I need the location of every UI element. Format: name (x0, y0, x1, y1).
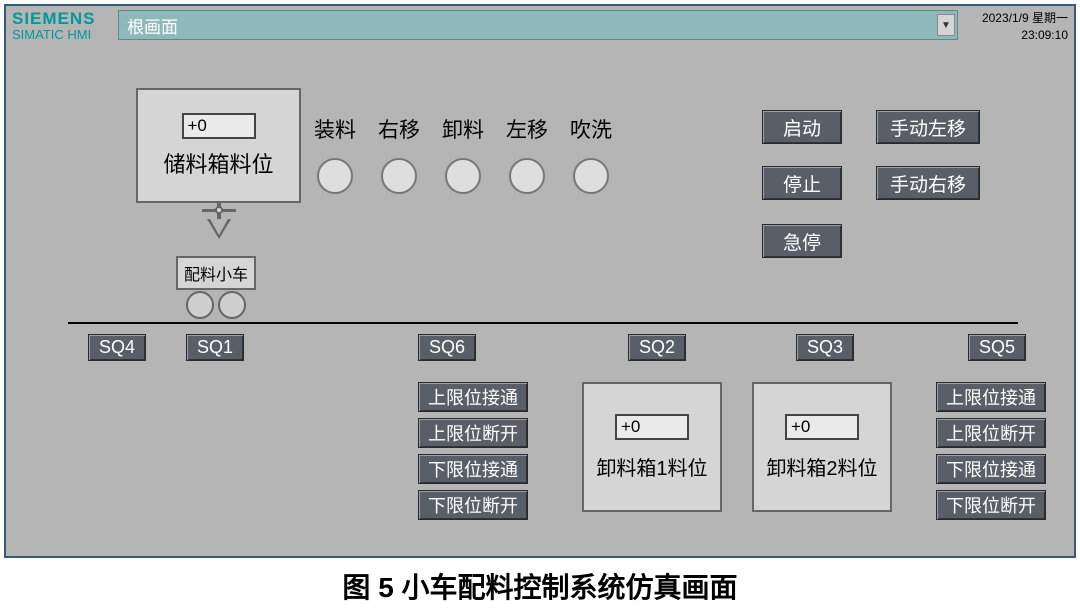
lower-on-button[interactable]: 下限位接通 (418, 454, 528, 484)
sq5-tag[interactable]: SQ5 (968, 334, 1026, 361)
estop-button[interactable]: 急停 (762, 224, 842, 258)
unload2-label: 卸料箱2料位 (766, 452, 877, 481)
sq1-tag[interactable]: SQ1 (186, 334, 244, 361)
lower-on-button[interactable]: 下限位接通 (936, 454, 1046, 484)
cart-label: 配料小车 (176, 256, 256, 290)
upper-off-button[interactable]: 上限位断开 (936, 418, 1046, 448)
hmi-panel: SIEMENS SIMATIC HMI 根画面 ▼ 2023/1/9 星期一 2… (4, 4, 1076, 558)
status-unload: 卸料 (442, 114, 484, 194)
cart: 配料小车 (176, 256, 256, 319)
datetime: 2023/1/9 星期一 23:09:10 (982, 10, 1068, 44)
upper-on-button[interactable]: 上限位接通 (936, 382, 1046, 412)
figure-caption: 图 5 小车配料控制系统仿真画面 (0, 566, 1080, 606)
upper-on-button[interactable]: 上限位接通 (418, 382, 528, 412)
status-label: 吹洗 (570, 114, 612, 144)
sq3-tag[interactable]: SQ3 (796, 334, 854, 361)
sq6-limits: 上限位接通 上限位断开 下限位接通 下限位断开 (418, 382, 528, 520)
track-line (68, 322, 1018, 324)
simatic-logo: SIMATIC HMI (12, 28, 91, 41)
manual-right-button[interactable]: 手动右移 (876, 166, 980, 200)
lamp-icon (381, 158, 417, 194)
status-left: 左移 (506, 114, 548, 194)
time-label: 23:09:10 (982, 27, 1068, 44)
unload-box-2: +0 卸料箱2料位 (752, 382, 892, 512)
siemens-logo: SIEMENS (12, 10, 96, 27)
unload-box-1: +0 卸料箱1料位 (582, 382, 722, 512)
unload2-field[interactable]: +0 (785, 414, 859, 440)
wheel-icon (186, 291, 214, 319)
status-row: 装料 右移 卸料 左移 吹洗 (314, 114, 612, 194)
stop-button[interactable]: 停止 (762, 166, 842, 200)
lamp-icon (573, 158, 609, 194)
tank-outlet-icon (202, 203, 238, 241)
upper-off-button[interactable]: 上限位断开 (418, 418, 528, 448)
lamp-icon (445, 158, 481, 194)
status-label: 右移 (378, 114, 420, 144)
tank-level-field[interactable]: +0 (182, 113, 256, 139)
lamp-icon (509, 158, 545, 194)
status-label: 装料 (314, 114, 356, 144)
lower-off-button[interactable]: 下限位断开 (418, 490, 528, 520)
chevron-down-icon: ▼ (937, 14, 955, 36)
manual-left-button[interactable]: 手动左移 (876, 110, 980, 144)
start-button[interactable]: 启动 (762, 110, 842, 144)
lamp-icon (317, 158, 353, 194)
unload1-field[interactable]: +0 (615, 414, 689, 440)
status-right: 右移 (378, 114, 420, 194)
wheel-icon (218, 291, 246, 319)
unload1-label: 卸料箱1料位 (596, 452, 707, 481)
status-label: 卸料 (442, 114, 484, 144)
sq6-tag[interactable]: SQ6 (418, 334, 476, 361)
status-label: 左移 (506, 114, 548, 144)
sq5-limits: 上限位接通 上限位断开 下限位接通 下限位断开 (936, 382, 1046, 520)
status-blow: 吹洗 (570, 114, 612, 194)
status-load: 装料 (314, 114, 356, 194)
sq4-tag[interactable]: SQ4 (88, 334, 146, 361)
screen-dropdown[interactable]: 根画面 ▼ (118, 10, 958, 40)
date-label: 2023/1/9 星期一 (982, 10, 1068, 27)
sq2-tag[interactable]: SQ2 (628, 334, 686, 361)
tank-label: 储料箱料位 (163, 147, 273, 179)
screen-name-label: 根画面 (127, 13, 178, 38)
storage-tank: +0 储料箱料位 (136, 88, 301, 203)
lower-off-button[interactable]: 下限位断开 (936, 490, 1046, 520)
